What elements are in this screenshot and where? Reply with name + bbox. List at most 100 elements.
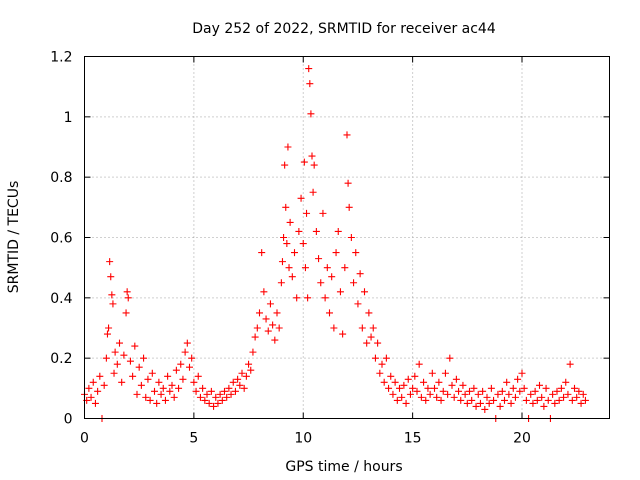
data-point <box>400 381 408 389</box>
y-tick-label: 0.4 <box>50 291 72 307</box>
data-point <box>212 393 220 401</box>
data-point <box>516 387 524 395</box>
data-point <box>273 309 281 317</box>
data-point <box>437 396 445 404</box>
data-point <box>110 369 118 377</box>
data-point <box>406 390 414 398</box>
data-point <box>463 399 471 407</box>
data-point <box>283 240 291 248</box>
data-point <box>168 381 176 389</box>
x-tick-label: 0 <box>80 431 89 447</box>
data-point <box>385 384 393 392</box>
data-point <box>382 354 390 362</box>
y-tick-label: 0.6 <box>50 231 72 247</box>
data-point <box>522 396 530 404</box>
data-point <box>344 179 352 187</box>
data-point <box>264 327 272 335</box>
data-point <box>560 393 568 401</box>
data-point <box>354 300 362 308</box>
data-point <box>396 384 403 392</box>
data-point <box>225 384 233 392</box>
data-point <box>300 158 308 166</box>
data-point <box>536 381 543 389</box>
data-point <box>538 393 546 401</box>
data-point <box>317 279 325 287</box>
data-point <box>334 227 342 235</box>
data-point <box>315 255 323 263</box>
data-point <box>336 288 344 296</box>
data-point <box>371 354 379 362</box>
data-point <box>210 402 218 410</box>
data-point <box>422 396 430 404</box>
data-point <box>345 203 353 211</box>
data-point <box>91 399 99 407</box>
data-point <box>135 363 143 371</box>
data-point <box>140 354 148 362</box>
data-point <box>439 387 447 395</box>
data-point <box>271 336 279 344</box>
data-point <box>159 384 167 392</box>
data-point <box>236 381 244 389</box>
data-point <box>448 381 456 389</box>
data-point <box>131 342 139 350</box>
data-point <box>476 399 484 407</box>
data-point <box>564 390 572 398</box>
data-point <box>577 399 585 407</box>
data-point <box>378 360 386 368</box>
data-point <box>285 264 293 272</box>
data-point <box>363 339 371 347</box>
data-point <box>341 264 349 272</box>
data-point <box>358 324 366 332</box>
data-point <box>89 378 97 386</box>
data-point <box>551 399 559 407</box>
data-point <box>221 387 228 395</box>
data-point <box>286 218 294 226</box>
data-point <box>435 378 443 386</box>
data-point <box>107 273 115 281</box>
data-point <box>402 399 410 407</box>
data-point <box>281 161 289 169</box>
data-point <box>203 390 211 398</box>
data-point <box>148 369 156 377</box>
data-point <box>103 330 111 338</box>
data-point <box>581 396 589 404</box>
data-point <box>309 188 317 196</box>
data-point <box>94 387 102 395</box>
data-point <box>295 227 303 235</box>
data-point <box>485 399 493 407</box>
data-point <box>498 387 506 395</box>
data-point <box>533 396 541 404</box>
data-points <box>81 65 589 422</box>
grid <box>84 56 610 419</box>
data-point <box>568 396 576 404</box>
data-point <box>177 360 185 368</box>
data-point <box>511 393 519 401</box>
data-point <box>260 288 268 296</box>
data-point <box>111 348 119 356</box>
data-point <box>288 273 296 281</box>
data-point <box>431 384 438 392</box>
data-point <box>472 402 480 410</box>
data-point <box>494 390 502 398</box>
data-point <box>205 399 213 407</box>
data-point <box>361 288 368 296</box>
data-point <box>133 390 141 398</box>
data-point <box>105 324 113 332</box>
data-point <box>155 378 163 386</box>
data-point <box>542 384 550 392</box>
data-point <box>194 372 202 380</box>
data-point <box>196 393 204 401</box>
data-point <box>164 372 172 380</box>
data-point <box>566 360 574 368</box>
data-point <box>376 369 384 377</box>
data-point <box>137 381 145 389</box>
data-point <box>505 390 513 398</box>
y-tick-label: 1.2 <box>50 50 72 66</box>
data-point <box>96 372 104 380</box>
data-point <box>284 143 292 151</box>
data-point <box>186 363 193 371</box>
data-point <box>275 324 283 332</box>
data-point <box>280 234 288 241</box>
data-point <box>249 348 257 356</box>
